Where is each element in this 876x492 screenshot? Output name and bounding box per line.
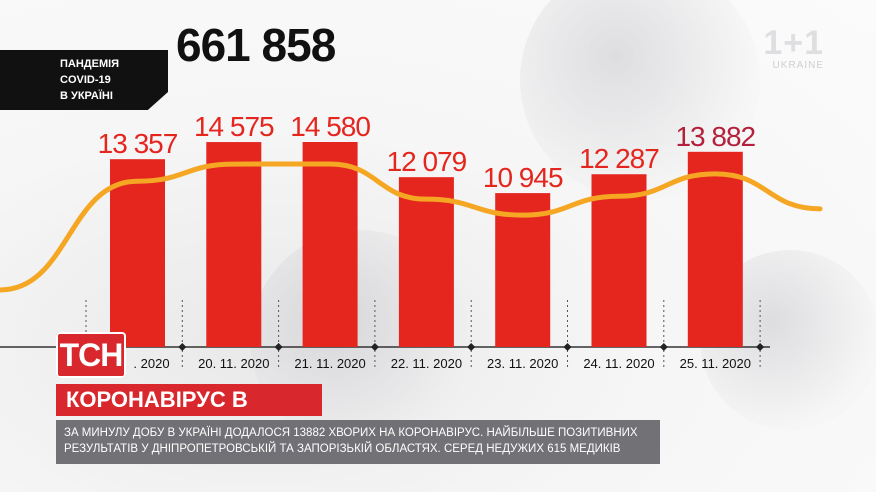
value-label: 13 357 — [98, 128, 178, 159]
bar — [110, 159, 165, 347]
pandemic-label-line: COVID-19 — [60, 74, 111, 86]
value-label: 10 945 — [483, 162, 563, 193]
tsn-logo: ТСН — [56, 332, 126, 378]
pandemic-label: ПАНДЕМІЯ COVID-19 В УКРАЇНІ — [0, 50, 168, 110]
axis-separator — [370, 300, 379, 370]
value-label: 12 079 — [387, 146, 467, 177]
axis-separator — [563, 300, 572, 370]
bar — [398, 177, 454, 347]
category-label: 24. 11. 2020 — [583, 356, 654, 371]
category-label: 22. 11. 2020 — [391, 356, 462, 371]
trend-line — [0, 161, 823, 293]
news-ticker: За минулу добу в Україні додалося 13882 … — [56, 420, 660, 464]
axis-separator — [659, 300, 668, 370]
category-label: 23. 11. 2020 — [487, 356, 558, 371]
channel-logo: 1+1 — [763, 24, 824, 62]
category-label: 25. 11. 2020 — [680, 356, 751, 371]
axis-separator — [178, 300, 187, 370]
axis-separator — [274, 300, 283, 370]
pandemic-label-line: ПАНДЕМІЯ — [60, 58, 120, 70]
value-label: 14 580 — [290, 111, 370, 142]
channel-logo-sub: UKRAINE — [772, 60, 824, 71]
pandemic-label-line: В УКРАЇНІ — [60, 90, 113, 102]
category-label: . 2020 — [133, 356, 169, 371]
axis-separator — [756, 300, 765, 370]
bar — [206, 142, 262, 347]
category-label: 21. 11. 2020 — [294, 356, 365, 371]
category-label: 20. 11. 2020 — [198, 356, 269, 371]
value-label: 12 287 — [579, 143, 659, 174]
value-label: 14 575 — [194, 111, 274, 142]
bar — [302, 142, 358, 347]
total-cases: 661 858 — [176, 19, 336, 71]
axis-separator — [467, 300, 476, 370]
bar — [687, 151, 743, 347]
bar — [495, 193, 551, 347]
headline: КОРОНАВІРУС В УКРАЇНІ — [56, 384, 322, 444]
bar — [591, 174, 647, 347]
value-label: 13 882 — [675, 121, 755, 152]
